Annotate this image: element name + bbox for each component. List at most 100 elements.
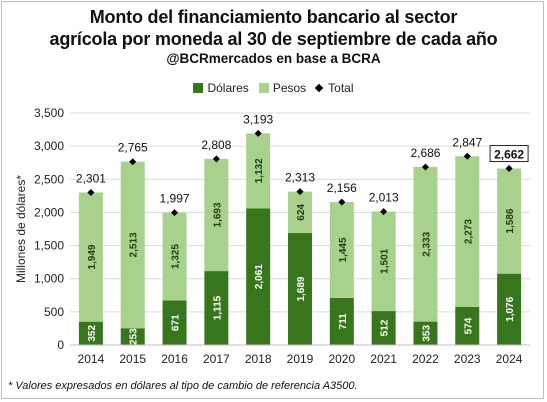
x-tick-label: 2016 (161, 352, 188, 366)
data-label-pesos-2022: 2,333 (421, 231, 432, 256)
x-tick-label: 2014 (78, 352, 105, 366)
y-tick-label: 3,500 (34, 106, 64, 120)
data-label-pesos-2023: 2,273 (463, 219, 474, 244)
data-label-pesos-2018: 1,132 (254, 158, 265, 183)
total-marker-2022 (421, 163, 429, 171)
legend-swatch-pesos (258, 83, 269, 93)
bar-dolares-2017 (204, 271, 229, 345)
legend-item-pesos: Pesos (258, 81, 306, 95)
data-label-pesos-2021: 1,501 (380, 248, 391, 273)
x-tick-label: 2015 (119, 352, 146, 366)
bar-dolares-2024 (497, 273, 522, 345)
data-label-dolares-2020: 711 (338, 313, 349, 330)
total-label-2024: 2,662 (494, 148, 524, 162)
x-tick-label: 2017 (203, 352, 230, 366)
y-axis-label: Millones de dólares* (14, 175, 28, 283)
bar-dolares-2019 (288, 233, 312, 345)
total-label-2018: 3,193 (243, 112, 273, 126)
data-label-pesos-2017: 1,693 (212, 202, 223, 227)
legend-swatch-dolares (193, 83, 204, 93)
total-marker-2024 (505, 165, 513, 173)
total-label-2015: 2,765 (118, 141, 148, 155)
bar-dolares-2016 (162, 300, 187, 345)
data-label-dolares-2023: 574 (463, 317, 474, 334)
legend-item-dolares: Dólares (193, 81, 249, 95)
bar-pesos-2020 (329, 202, 354, 298)
chart-subtitle: @BCRmercados en base a BCRA (166, 51, 381, 66)
bar-pesos-2018 (246, 133, 271, 209)
x-tick-label: 2024 (496, 352, 523, 366)
data-label-dolares-2022: 353 (421, 325, 432, 342)
data-label-pesos-2024: 1,586 (505, 208, 516, 233)
bar-pesos-2024 (497, 168, 522, 274)
data-label-pesos-2020: 1,445 (338, 237, 349, 262)
bar-dolares-2020 (329, 297, 354, 345)
x-tick-label: 2020 (328, 352, 355, 366)
total-marker-2017 (212, 155, 220, 163)
y-tick-label: 1,000 (34, 272, 64, 286)
total-label-2020: 2,156 (327, 181, 357, 195)
x-tick-label: 2022 (412, 352, 439, 366)
data-label-dolares-2021: 512 (380, 319, 391, 336)
bar-pesos-2015 (120, 161, 145, 329)
bar-dolares-2015 (120, 328, 145, 345)
data-label-pesos-2015: 2,513 (129, 232, 140, 257)
bar-pesos-2016 (162, 212, 187, 301)
bar-pesos-2014 (78, 192, 103, 322)
total-label-2019: 2,313 (285, 171, 315, 185)
chart-title: Monto del financiamiento bancario al sec… (0, 6, 547, 50)
data-label-dolares-2024: 1,076 (505, 296, 516, 321)
total-marker-2016 (171, 209, 179, 217)
bar-dolares-2022 (413, 321, 438, 345)
legend-label-total: Total (328, 81, 354, 95)
total-label-2014: 2,301 (76, 171, 106, 185)
y-tick-label: 2,500 (34, 172, 64, 186)
chart-title-line2: agrícola por moneda al 30 de septiembre … (49, 29, 498, 49)
chart-footnote: * Valores expresados en dólares al tipo … (8, 380, 358, 392)
bar-pesos-2023 (455, 156, 480, 307)
data-label-pesos-2014: 1,949 (87, 244, 98, 269)
data-label-dolares-2017: 1,115 (212, 295, 223, 320)
total-marker-2014 (87, 188, 95, 196)
total-label-2021: 2,013 (369, 191, 399, 205)
bar-dolares-2021 (371, 311, 396, 345)
data-label-pesos-2016: 1,325 (171, 244, 182, 269)
bar-dolares-2018 (246, 208, 271, 345)
x-tick-label: 2023 (454, 352, 481, 366)
total-label-2017: 2,808 (201, 138, 231, 152)
x-tick-label: 2019 (287, 352, 314, 366)
total-label-box-2024 (489, 145, 529, 163)
data-label-dolares-2019: 1,689 (296, 276, 307, 301)
total-marker-2018 (254, 129, 262, 137)
bar-pesos-2019 (288, 191, 312, 234)
total-label-2022: 2,686 (410, 146, 440, 160)
bar-dolares-2014 (78, 321, 103, 345)
data-label-pesos-2019: 624 (296, 204, 307, 221)
bar-dolares-2023 (455, 306, 480, 345)
y-tick-label: 3,000 (34, 139, 64, 153)
total-marker-2020 (338, 198, 346, 206)
y-tick-label: 500 (44, 305, 64, 319)
bar-pesos-2022 (413, 166, 438, 322)
legend-item-total: Total (314, 81, 354, 95)
x-tick-label: 2021 (370, 352, 397, 366)
data-label-dolares-2016: 671 (171, 314, 182, 331)
y-tick-label: 2,000 (34, 205, 64, 219)
data-label-dolares-2014: 352 (87, 325, 98, 342)
data-label-dolares-2018: 2,061 (254, 264, 265, 289)
chart-legend: Dólares Pesos Total (0, 81, 547, 95)
legend-label-dolares: Dólares (207, 81, 249, 95)
total-marker-2021 (380, 208, 388, 216)
y-tick-label: 0 (57, 338, 64, 352)
total-marker-2023 (463, 152, 471, 160)
chart-title-line1: Monto del financiamiento bancario al sec… (89, 7, 458, 27)
total-marker-2019 (296, 188, 304, 196)
bar-pesos-2017 (204, 158, 229, 272)
total-label-2016: 1,997 (160, 192, 190, 206)
bar-pesos-2021 (371, 211, 396, 312)
data-label-dolares-2015: 253 (129, 328, 140, 345)
total-marker-2015 (129, 158, 137, 166)
x-tick-label: 2018 (245, 352, 272, 366)
